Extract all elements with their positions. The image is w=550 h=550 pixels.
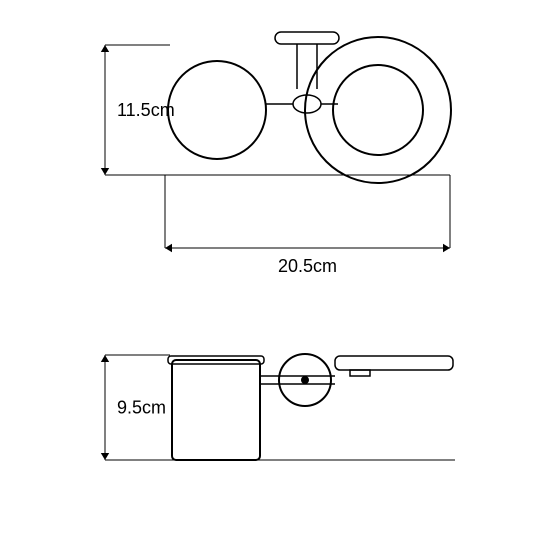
dim-height-bottom: 9.5cm — [117, 398, 166, 418]
dim-width: 20.5cm — [278, 256, 337, 276]
dim-height-top: 11.5cm — [117, 100, 175, 120]
